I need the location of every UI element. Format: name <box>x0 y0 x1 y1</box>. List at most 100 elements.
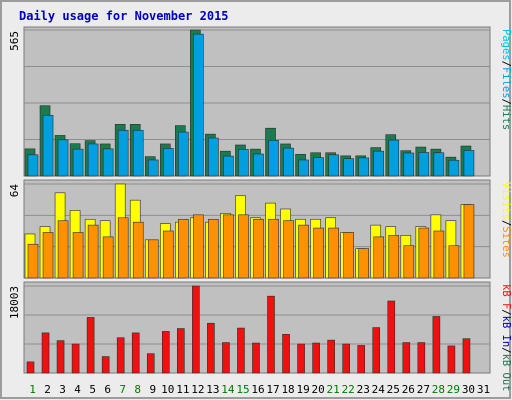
legend-entry: Files <box>500 67 512 99</box>
legend-entry: Visits <box>500 182 512 220</box>
day-label: 29 <box>447 383 460 396</box>
bar-sites-day-6 <box>102 236 114 279</box>
bar-kb-day-27 <box>417 342 426 374</box>
day-label: 9 <box>149 383 156 396</box>
bar-sites-day-3 <box>57 220 69 279</box>
bar-files-day-24 <box>373 150 385 177</box>
legend-entry: kB In <box>500 316 512 348</box>
day-label: 17 <box>266 383 279 396</box>
bar-kb-day-16 <box>252 342 260 374</box>
bar-sites-day-13 <box>208 218 219 279</box>
day-label: 20 <box>312 383 325 396</box>
bar-sites-day-15 <box>238 214 249 279</box>
day-label: 3 <box>59 383 66 396</box>
day-label: 25 <box>387 383 400 396</box>
bar-sites-day-2 <box>42 232 54 279</box>
day-label: 2 <box>44 383 51 396</box>
day-label: 19 <box>296 383 309 396</box>
bar-files-day-9 <box>147 159 159 177</box>
day-label: 4 <box>74 383 81 396</box>
day-label: 22 <box>342 383 355 396</box>
day-label: 11 <box>176 383 189 396</box>
bar-sites-day-29 <box>448 245 460 279</box>
bar-kb-day-1 <box>26 361 35 374</box>
bar-kb-day-3 <box>56 340 65 374</box>
bar-files-day-2 <box>42 114 54 177</box>
legend-entry: / <box>500 99 512 105</box>
day-label: 23 <box>357 383 370 396</box>
bar-files-day-19 <box>298 159 309 177</box>
bar-sites-day-26 <box>403 245 415 279</box>
day-label: 24 <box>372 383 386 396</box>
bar-files-day-6 <box>102 148 114 177</box>
bar-kb-day-10 <box>161 331 170 374</box>
bar-files-day-20 <box>313 157 324 177</box>
bar-kb-day-28 <box>432 316 441 374</box>
bar-files-day-22 <box>343 158 354 177</box>
bar-sites-day-17 <box>268 218 279 279</box>
bar-kb-day-17 <box>267 295 275 374</box>
bar-kb-day-11 <box>177 328 185 374</box>
legend-visits-sites: Visits/Sites <box>500 182 512 258</box>
panel-kb: 18003 kB F/kB In/kB Out <box>8 281 512 392</box>
legend-entry: / <box>500 220 512 226</box>
bar-kb-day-12 <box>192 285 200 374</box>
legend-kb: kB F/kB In/kB Out <box>500 284 512 392</box>
bar-kb-day-26 <box>402 342 411 374</box>
bar-kb-day-9 <box>146 353 155 374</box>
bar-files-day-12 <box>193 33 204 177</box>
bar-files-day-3 <box>57 139 69 177</box>
day-label: 10 <box>161 383 174 396</box>
y-max-label: 64 <box>8 184 21 198</box>
bar-kb-day-21 <box>327 339 335 374</box>
bar-sites-day-8 <box>132 221 144 279</box>
bar-files-day-17 <box>268 140 279 177</box>
bar-files-day-11 <box>178 131 189 177</box>
bar-kb-day-14 <box>222 342 230 374</box>
day-label: 7 <box>119 383 126 396</box>
legend-entry: Hits <box>500 105 512 130</box>
legend-hits-files-pages: Pages/Files/Hits <box>500 29 512 130</box>
bar-sites-day-1 <box>27 243 39 279</box>
bar-sites-day-4 <box>72 232 84 279</box>
bar-kb-day-8 <box>131 332 140 374</box>
legend-entry: / <box>500 347 512 353</box>
bar-kb-day-24 <box>372 327 381 374</box>
bar-kb-day-13 <box>207 322 215 374</box>
panel-hits-files-pages: 565 Pages/Files/Hits <box>8 26 512 177</box>
bar-sites-day-11 <box>178 218 189 279</box>
bar-sites-day-9 <box>147 239 159 279</box>
bar-files-day-10 <box>162 148 174 177</box>
day-label: 12 <box>191 383 204 396</box>
day-label: 26 <box>402 383 415 396</box>
y-max-label: 565 <box>8 31 21 51</box>
day-label: 1 <box>29 383 36 396</box>
bar-sites-day-23 <box>358 248 370 279</box>
bar-kb-day-30 <box>462 338 471 374</box>
day-label: 18 <box>281 383 294 396</box>
day-label: 31 <box>477 383 490 396</box>
bar-files-day-23 <box>358 157 370 177</box>
legend-entry: / <box>500 309 512 315</box>
day-label: 30 <box>462 383 475 396</box>
day-label: 6 <box>104 383 111 396</box>
bar-kb-day-15 <box>237 327 245 374</box>
bar-kb-day-6 <box>101 356 110 374</box>
bar-files-day-27 <box>418 152 430 177</box>
bar-kb-day-29 <box>447 345 456 374</box>
bar-sites-day-7 <box>117 217 129 279</box>
bar-files-day-21 <box>328 154 339 177</box>
day-label: 5 <box>89 383 96 396</box>
day-label: 14 <box>221 383 235 396</box>
bar-sites-day-5 <box>87 224 99 279</box>
bar-sites-day-27 <box>418 227 430 279</box>
bar-files-day-18 <box>283 147 294 177</box>
bar-sites-day-24 <box>373 236 385 279</box>
bar-files-day-28 <box>433 152 445 177</box>
bar-kb-day-2 <box>41 332 50 374</box>
legend-entry: Sites <box>500 226 512 258</box>
bar-sites-day-22 <box>343 232 354 279</box>
legend-entry: kB Out <box>500 354 512 392</box>
bar-sites-day-14 <box>223 214 234 279</box>
